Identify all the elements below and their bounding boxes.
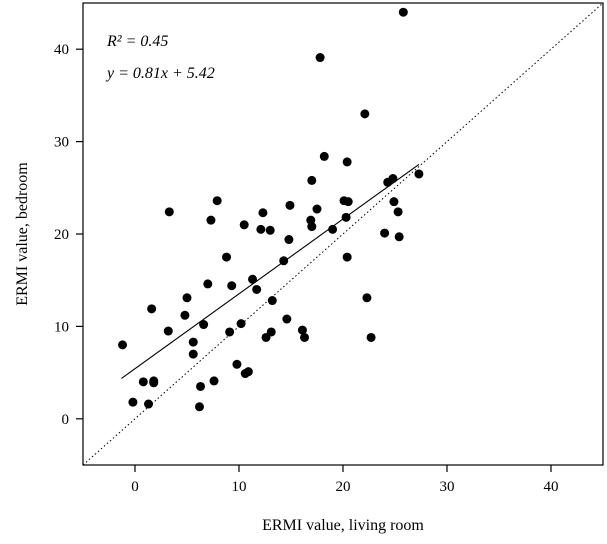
data-point bbox=[267, 296, 277, 306]
regression-line-layer bbox=[121, 163, 420, 379]
data-point bbox=[118, 340, 128, 350]
data-point bbox=[362, 293, 372, 303]
regression-line bbox=[121, 163, 420, 379]
data-point bbox=[414, 169, 424, 179]
y-tick-label: 40 bbox=[54, 42, 69, 58]
data-point bbox=[248, 274, 258, 284]
y-tick-label: 10 bbox=[54, 319, 69, 335]
x-axis-label: ERMI value, living room bbox=[262, 517, 424, 534]
data-point bbox=[180, 310, 190, 320]
data-point bbox=[393, 207, 403, 217]
x-tick-label: 30 bbox=[440, 479, 455, 495]
data-point bbox=[342, 252, 352, 262]
data-point bbox=[163, 326, 173, 336]
r-squared-annotation: R² = 0.45 bbox=[106, 33, 168, 50]
data-point bbox=[285, 200, 295, 210]
data-point bbox=[279, 256, 289, 266]
regression-equation: y = 0.81x + 5.42 bbox=[105, 65, 215, 82]
data-point bbox=[398, 7, 408, 17]
data-point bbox=[212, 196, 222, 206]
data-point bbox=[342, 157, 352, 167]
y-tick-label: 0 bbox=[62, 412, 70, 428]
data-point bbox=[343, 197, 353, 207]
data-point bbox=[252, 284, 262, 294]
data-point bbox=[236, 319, 246, 329]
data-point bbox=[239, 220, 249, 230]
data-point bbox=[199, 320, 209, 330]
data-point bbox=[188, 349, 198, 359]
x-tick-label: 20 bbox=[336, 479, 351, 495]
data-point bbox=[282, 314, 292, 324]
y-tick-label: 30 bbox=[54, 135, 69, 151]
data-point bbox=[243, 367, 253, 377]
data-point bbox=[164, 207, 174, 217]
data-point bbox=[307, 175, 317, 185]
data-point bbox=[388, 174, 398, 184]
data-point bbox=[232, 359, 242, 369]
data-point bbox=[341, 212, 351, 222]
data-point bbox=[258, 208, 268, 218]
data-point bbox=[144, 399, 154, 409]
data-point bbox=[300, 332, 310, 342]
data-point bbox=[307, 222, 317, 232]
data-point bbox=[222, 252, 232, 262]
data-point bbox=[209, 376, 219, 386]
data-point bbox=[297, 325, 307, 335]
data-point bbox=[315, 53, 325, 63]
data-point bbox=[128, 397, 138, 407]
data-point bbox=[196, 381, 206, 391]
y-axis: 0 10 20 30 40 bbox=[54, 42, 83, 428]
data-point bbox=[147, 304, 157, 314]
data-point bbox=[225, 327, 235, 337]
data-point bbox=[256, 224, 266, 234]
x-tick-label: 0 bbox=[131, 479, 139, 495]
data-point bbox=[266, 327, 276, 337]
data-point bbox=[360, 109, 370, 119]
data-point bbox=[328, 224, 338, 234]
x-tick-label: 10 bbox=[232, 479, 247, 495]
y-tick-label: 20 bbox=[54, 227, 69, 243]
x-tick-label: 40 bbox=[544, 479, 559, 495]
y-axis-label: ERMI value, bedroom bbox=[14, 162, 31, 306]
data-point bbox=[366, 332, 376, 342]
data-point bbox=[182, 293, 192, 303]
data-point bbox=[203, 279, 213, 289]
data-point bbox=[394, 232, 404, 242]
data-point bbox=[194, 402, 204, 412]
data-point bbox=[227, 281, 237, 291]
data-point bbox=[319, 151, 329, 161]
points-layer bbox=[118, 7, 424, 412]
data-point bbox=[138, 377, 148, 387]
data-point bbox=[312, 204, 322, 214]
data-point bbox=[284, 235, 294, 245]
x-axis: 0 10 20 30 40 bbox=[131, 465, 559, 495]
data-point bbox=[206, 215, 216, 225]
data-point bbox=[380, 228, 390, 238]
data-point bbox=[149, 378, 159, 388]
data-point bbox=[265, 225, 275, 235]
data-point bbox=[389, 197, 399, 207]
data-point bbox=[188, 337, 198, 347]
